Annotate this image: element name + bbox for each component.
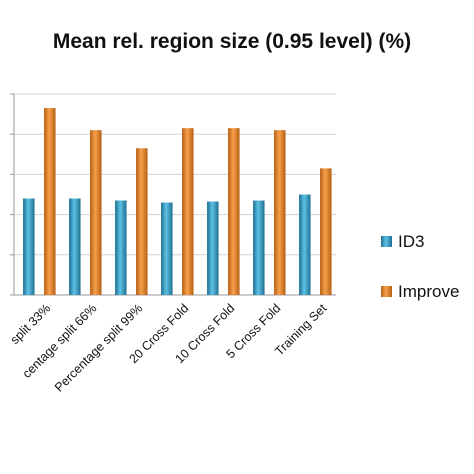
bar-improve-3 [182, 128, 194, 295]
legend-swatch-id3 [381, 236, 392, 247]
bar-improve-5 [274, 130, 286, 295]
x-tick-label: split 33% [8, 301, 54, 347]
bar-improve-0 [44, 108, 56, 295]
legend-label-id3: ID3 [398, 232, 424, 251]
bars [23, 108, 332, 295]
grid [10, 93, 336, 296]
bar-improve-2 [136, 148, 148, 295]
legend: ID3 Improve [381, 232, 459, 301]
bar-id3-3 [161, 202, 173, 295]
bar-improve-4 [228, 128, 240, 295]
x-tick-label: Percentage split 99% [52, 301, 145, 394]
bar-id3-2 [115, 200, 127, 295]
bar-improve-1 [90, 130, 102, 295]
bar-id3-0 [23, 198, 35, 295]
bar-id3-1 [69, 198, 81, 295]
bar-id3-4 [207, 201, 219, 295]
bar-improve-6 [320, 168, 332, 295]
bar-id3-5 [253, 200, 265, 295]
legend-swatch-improve [381, 286, 392, 297]
legend-label-improve: Improve [398, 282, 459, 301]
bar-id3-6 [299, 194, 311, 295]
x-tick-labels: split 33%centage split 66%Percentage spl… [8, 301, 330, 395]
chart-title: Mean rel. region size (0.95 level) (%) [53, 30, 411, 53]
